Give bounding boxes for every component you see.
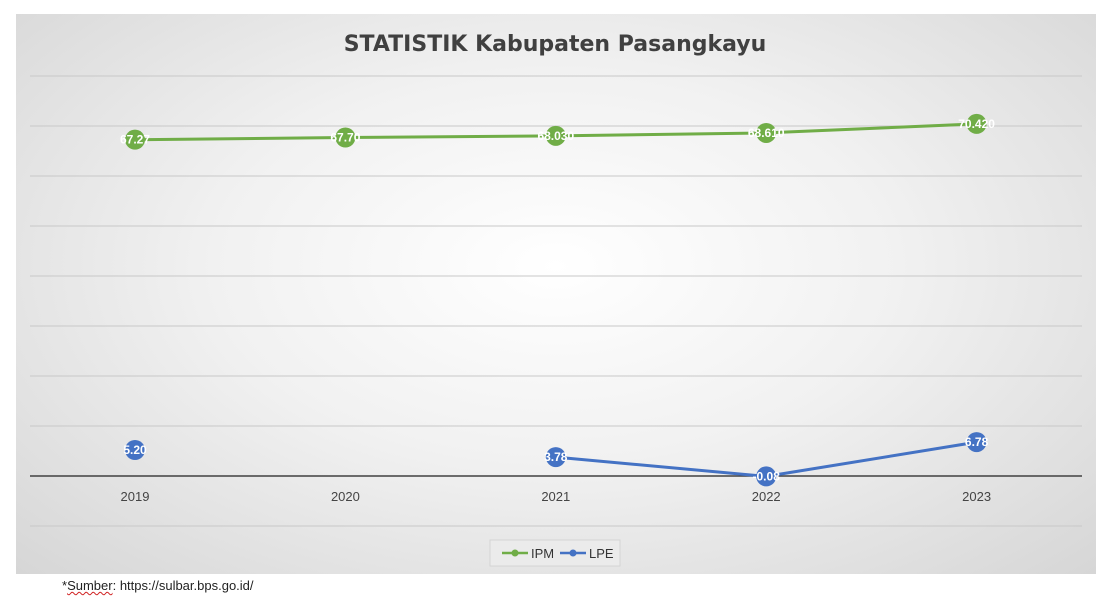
ipm-point	[756, 122, 777, 143]
lpe-data-label: -0.08	[753, 469, 781, 483]
series-lines	[134, 122, 977, 478]
source-word: Sumber	[67, 578, 113, 593]
ipm-data-label: 67.27	[120, 133, 150, 147]
source-note: *Sumber: https://sulbar.bps.go.id/	[62, 578, 254, 593]
chart-title: STATISTIK Kabupaten Pasangkayu	[344, 32, 767, 57]
ipm-data-label: 68.030	[537, 129, 574, 143]
lpe-legend-marker	[569, 549, 577, 557]
source-url: : https://sulbar.bps.go.id/	[112, 578, 254, 593]
x-tick-label: 2023	[962, 489, 991, 504]
ipm-data-label: 70.420	[958, 117, 995, 131]
line-chart: STATISTIK Kabupaten Pasangkayu 67.27 67.7…	[30, 32, 1082, 567]
chart-area: STATISTIK Kabupaten Pasangkayu 67.27 67.7…	[16, 14, 1096, 574]
lpe-point	[966, 432, 987, 453]
x-tick-label: 2022	[752, 489, 781, 504]
ipm-point	[966, 113, 987, 134]
series-points	[125, 113, 987, 487]
lpe-point	[545, 447, 566, 468]
ipm-data-label: 68.610	[748, 126, 785, 140]
lpe-data-label: 3.78	[544, 450, 568, 464]
ipm-data-label: 67.70	[330, 131, 360, 145]
ipm-point	[335, 127, 356, 148]
data-labels: 67.27 67.70 68.030 68.610 70.420 5.20 3.78 -0.0…	[120, 117, 995, 483]
lpe-data-label: 5.20	[123, 443, 147, 457]
ipm-legend-marker	[511, 549, 519, 557]
ipm-point	[545, 125, 566, 146]
lpe-legend-label: LPE	[589, 546, 614, 561]
lpe-data-label: 6.78	[965, 435, 989, 449]
x-tick-labels: 2019 2020 2021 2022 2023	[121, 489, 992, 504]
ipm-point	[125, 129, 145, 150]
gridlines	[30, 75, 1082, 527]
x-tick-label: 2020	[331, 489, 360, 504]
source-asterisk: *	[62, 578, 68, 593]
lpe-point	[125, 440, 145, 460]
x-tick-label: 2021	[541, 489, 570, 504]
lpe-point	[756, 466, 777, 487]
x-tick-label: 2019	[121, 489, 150, 504]
ipm-legend-label: IPM	[531, 546, 554, 561]
legend: IPM LPE	[489, 539, 621, 567]
